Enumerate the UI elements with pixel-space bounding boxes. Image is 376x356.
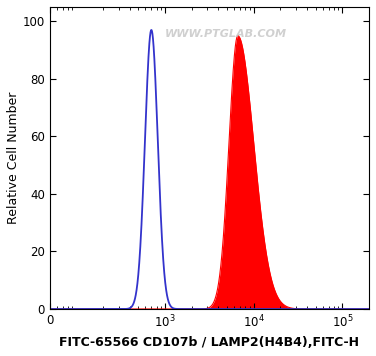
X-axis label: FITC-65566 CD107b / LAMP2(H4B4),FITC-H: FITC-65566 CD107b / LAMP2(H4B4),FITC-H bbox=[59, 336, 359, 349]
Text: WWW.PTGLAB.COM: WWW.PTGLAB.COM bbox=[164, 29, 287, 39]
Y-axis label: Relative Cell Number: Relative Cell Number bbox=[7, 92, 20, 224]
